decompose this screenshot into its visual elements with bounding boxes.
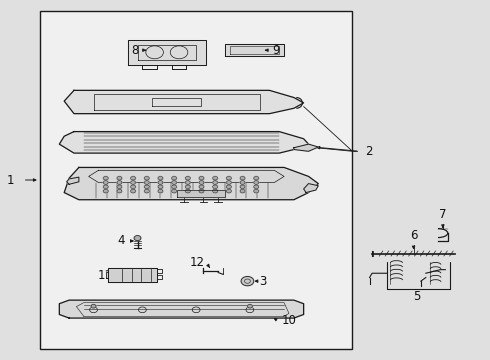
Circle shape <box>213 185 218 189</box>
Circle shape <box>213 176 218 180</box>
Polygon shape <box>64 90 304 114</box>
Circle shape <box>117 181 122 184</box>
Circle shape <box>185 185 190 189</box>
Circle shape <box>103 181 108 184</box>
Polygon shape <box>304 184 318 193</box>
Polygon shape <box>108 268 157 282</box>
Circle shape <box>185 176 190 180</box>
Circle shape <box>254 185 259 189</box>
Circle shape <box>145 181 149 184</box>
Circle shape <box>158 185 163 189</box>
Text: 3: 3 <box>260 275 267 288</box>
Text: 10: 10 <box>282 314 296 327</box>
Circle shape <box>240 176 245 180</box>
Circle shape <box>103 189 108 193</box>
Circle shape <box>117 176 122 180</box>
Circle shape <box>103 176 108 180</box>
Circle shape <box>240 185 245 189</box>
Polygon shape <box>59 132 309 153</box>
Circle shape <box>185 189 190 193</box>
Circle shape <box>131 181 136 184</box>
Text: 2: 2 <box>365 145 372 158</box>
Circle shape <box>199 176 204 180</box>
Polygon shape <box>67 177 79 184</box>
Circle shape <box>172 176 176 180</box>
Circle shape <box>213 189 218 193</box>
Circle shape <box>199 181 204 184</box>
Circle shape <box>158 176 163 180</box>
Circle shape <box>226 181 231 184</box>
Circle shape <box>199 189 204 193</box>
Text: 11: 11 <box>98 269 113 282</box>
Circle shape <box>226 189 231 193</box>
Circle shape <box>172 181 176 184</box>
Circle shape <box>254 176 259 180</box>
Circle shape <box>172 189 176 193</box>
Text: 5: 5 <box>413 290 421 303</box>
Text: 8: 8 <box>132 44 139 57</box>
Circle shape <box>226 185 231 189</box>
Text: 4: 4 <box>118 234 125 247</box>
Text: 6: 6 <box>410 229 417 242</box>
Polygon shape <box>294 144 318 151</box>
Circle shape <box>199 185 204 189</box>
Circle shape <box>254 181 259 184</box>
Circle shape <box>158 181 163 184</box>
Circle shape <box>145 176 149 180</box>
Polygon shape <box>225 44 284 56</box>
Circle shape <box>247 305 252 308</box>
Circle shape <box>145 189 149 193</box>
Text: 7: 7 <box>439 208 447 221</box>
Circle shape <box>240 189 245 193</box>
Circle shape <box>172 185 176 189</box>
Circle shape <box>145 185 149 189</box>
Circle shape <box>131 189 136 193</box>
Polygon shape <box>64 167 318 200</box>
Text: 1: 1 <box>7 174 14 186</box>
Polygon shape <box>128 40 206 65</box>
Circle shape <box>158 189 163 193</box>
FancyBboxPatch shape <box>40 12 352 348</box>
Circle shape <box>131 176 136 180</box>
Circle shape <box>254 189 259 193</box>
Circle shape <box>117 189 122 193</box>
Circle shape <box>240 181 245 184</box>
Circle shape <box>117 185 122 189</box>
Circle shape <box>213 181 218 184</box>
Polygon shape <box>176 190 225 197</box>
Polygon shape <box>59 300 304 318</box>
Circle shape <box>103 185 108 189</box>
Circle shape <box>226 176 231 180</box>
Text: 9: 9 <box>272 44 279 57</box>
Circle shape <box>185 181 190 184</box>
Circle shape <box>134 235 141 240</box>
Text: 12: 12 <box>190 256 204 269</box>
Circle shape <box>241 276 254 286</box>
Circle shape <box>131 185 136 189</box>
Circle shape <box>91 305 96 308</box>
